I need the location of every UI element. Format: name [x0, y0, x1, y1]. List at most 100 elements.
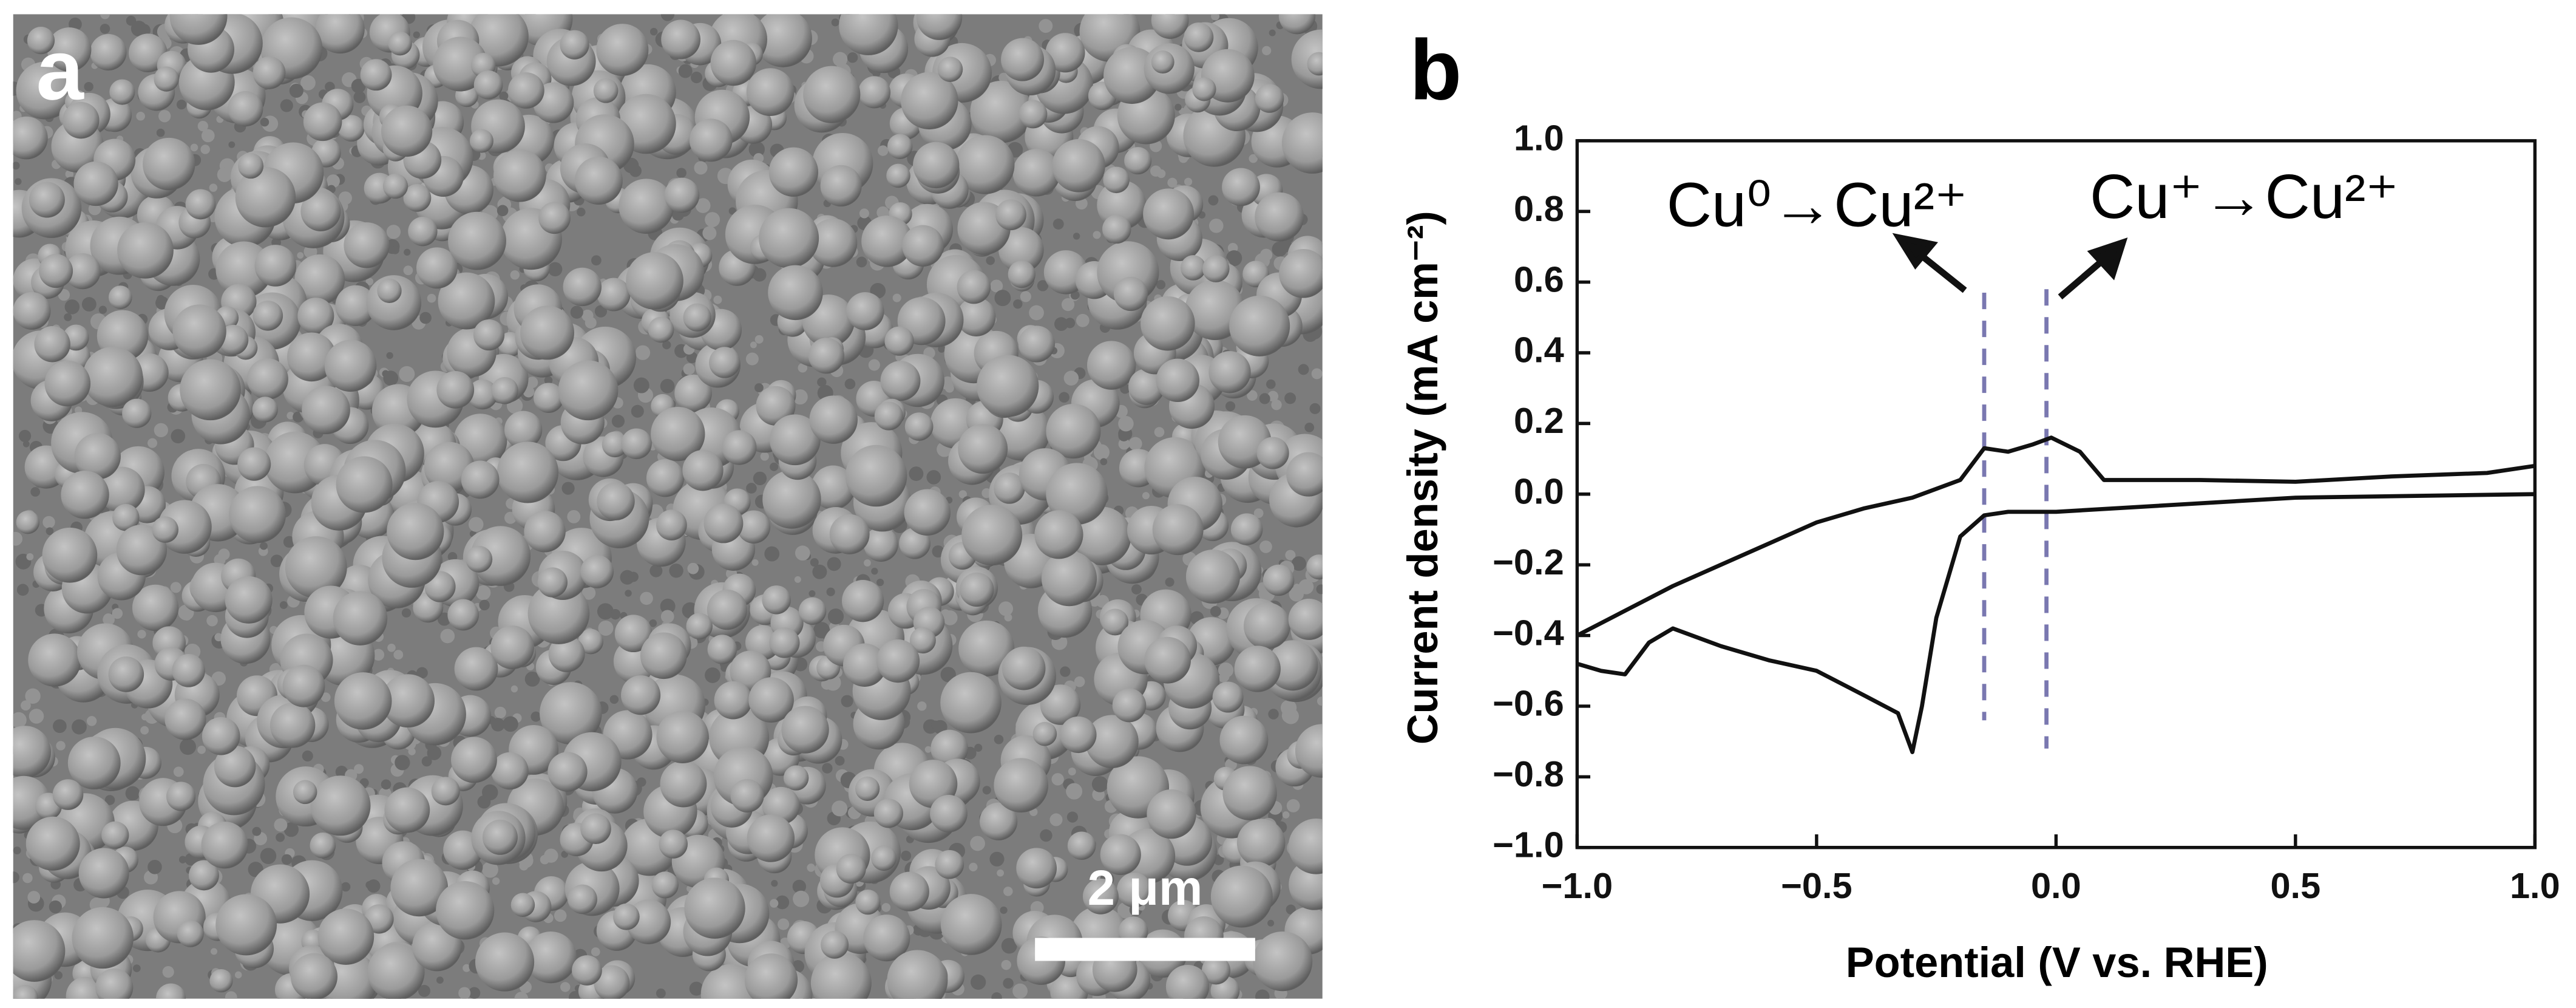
particle	[855, 776, 880, 802]
grain	[649, 619, 657, 627]
grain	[926, 470, 941, 485]
particle	[491, 376, 518, 404]
grain	[1211, 14, 1220, 21]
grain	[510, 270, 520, 280]
particle	[482, 819, 518, 855]
particle	[626, 252, 683, 310]
grain	[986, 256, 995, 265]
grain	[1286, 799, 1300, 812]
particle	[1117, 872, 1152, 908]
grain	[994, 734, 1004, 744]
grain	[69, 18, 82, 31]
particle	[1034, 510, 1083, 559]
grain	[503, 716, 518, 732]
grain	[1049, 813, 1063, 826]
particle	[558, 360, 619, 421]
grain	[302, 750, 313, 762]
grain	[234, 971, 242, 979]
particle	[315, 14, 365, 54]
grain	[901, 850, 912, 861]
grain	[1278, 239, 1292, 253]
particle	[808, 338, 845, 374]
particle	[524, 511, 566, 553]
grain	[447, 552, 458, 562]
grain	[395, 755, 410, 771]
particle	[660, 760, 707, 808]
grain	[209, 183, 218, 192]
grain	[844, 378, 856, 390]
grain	[335, 765, 348, 778]
grain	[458, 987, 471, 999]
particle	[1208, 351, 1251, 393]
particle	[337, 115, 365, 142]
particle	[42, 527, 98, 583]
particle	[78, 848, 129, 899]
particle	[1165, 964, 1210, 999]
particle	[811, 465, 855, 510]
particle	[390, 859, 449, 917]
scale-bar	[1035, 938, 1255, 961]
grain	[15, 178, 22, 185]
grain	[753, 268, 767, 282]
particle	[821, 930, 849, 959]
grain	[974, 743, 983, 752]
arrow	[2058, 254, 2109, 300]
particle	[904, 412, 934, 441]
particle	[209, 969, 233, 993]
grain	[831, 18, 839, 27]
particle	[1019, 100, 1048, 129]
particle	[1102, 608, 1129, 636]
particle	[901, 72, 958, 130]
grain	[544, 848, 558, 863]
grain	[171, 429, 186, 444]
grain	[13, 162, 20, 170]
grain	[892, 293, 901, 302]
particle	[958, 424, 1008, 474]
grain	[794, 576, 801, 583]
particle	[889, 871, 929, 911]
grain	[871, 568, 878, 575]
particle	[930, 794, 968, 833]
grain	[419, 312, 432, 324]
particle	[431, 777, 460, 806]
grain	[21, 700, 31, 711]
grain	[1051, 773, 1064, 786]
particle	[215, 894, 277, 956]
particle	[436, 370, 475, 409]
y-tick-label: 0.0	[1514, 471, 1564, 511]
particle	[72, 907, 134, 969]
particle	[1184, 22, 1214, 52]
particle	[381, 105, 433, 157]
grain	[1076, 313, 1090, 327]
grain	[468, 987, 481, 999]
particle	[16, 510, 40, 534]
grain	[859, 208, 869, 219]
particle	[156, 983, 186, 999]
particle	[1045, 33, 1085, 73]
grain	[281, 854, 293, 865]
grain	[279, 601, 288, 609]
y-tick-label: −1.0	[1493, 824, 1564, 865]
grain	[793, 890, 810, 907]
grain	[26, 553, 34, 560]
grain	[260, 848, 277, 864]
grain	[1317, 696, 1323, 706]
y-tick-label: 0.4	[1514, 330, 1564, 370]
grain	[635, 345, 651, 360]
grain	[676, 168, 686, 179]
particle	[66, 976, 104, 999]
grain	[22, 440, 30, 448]
grain	[792, 389, 808, 405]
grain	[1174, 103, 1182, 111]
particle	[659, 829, 688, 859]
grain	[276, 833, 285, 842]
particle	[887, 950, 948, 999]
grain	[393, 650, 404, 660]
grain	[54, 971, 63, 980]
particle	[909, 627, 936, 654]
grain	[748, 141, 765, 158]
grain	[125, 786, 140, 801]
particle	[1252, 931, 1313, 992]
particle	[108, 656, 144, 692]
grain	[320, 692, 331, 703]
